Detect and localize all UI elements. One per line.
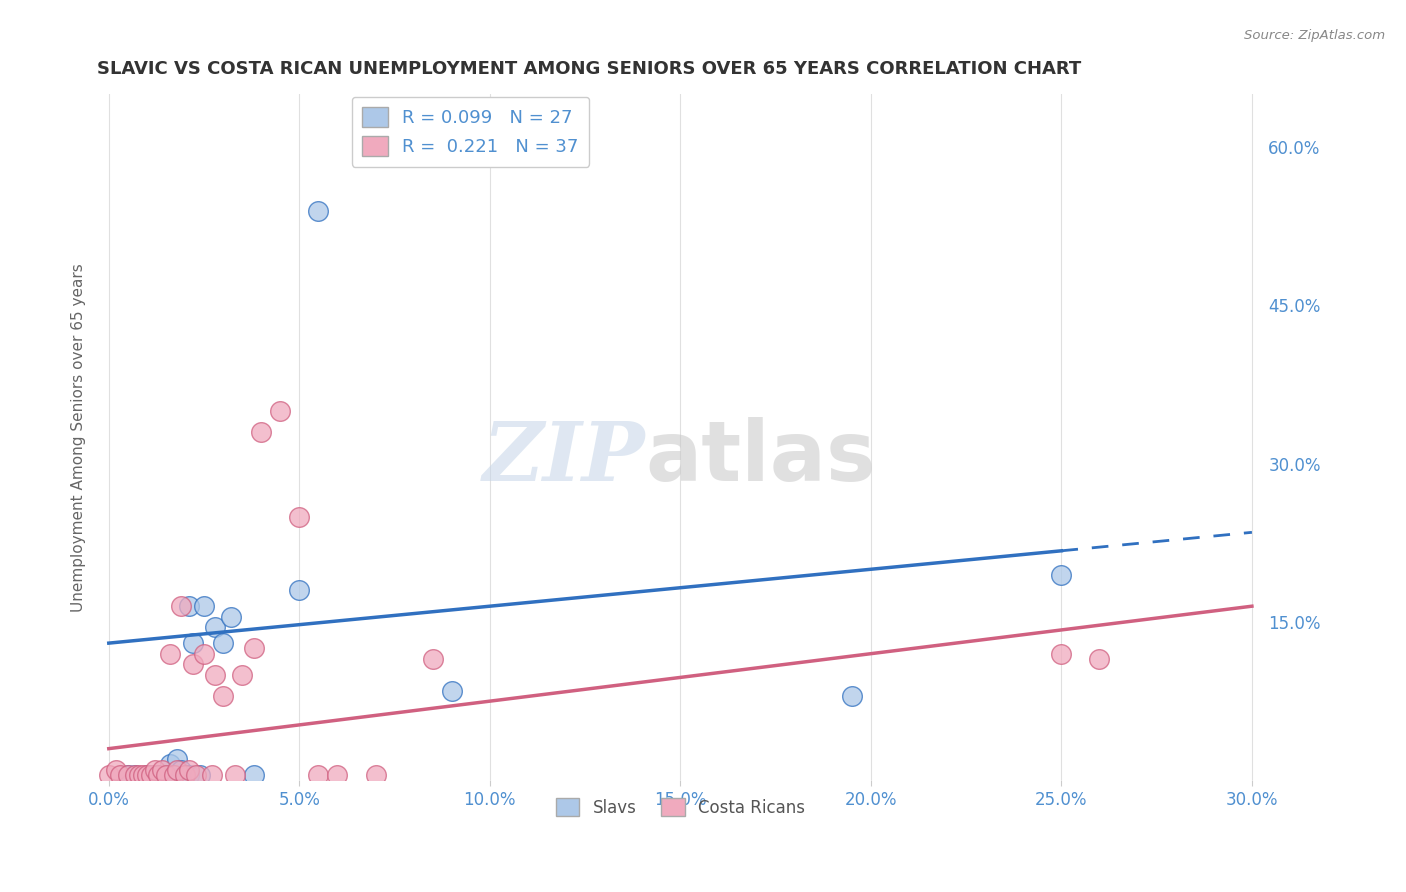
Point — [124, 768, 146, 782]
Point — [159, 647, 181, 661]
Point — [148, 768, 170, 782]
Point — [1050, 647, 1073, 661]
Point — [155, 768, 177, 782]
Point — [201, 768, 224, 782]
Text: ZIP: ZIP — [482, 418, 645, 498]
Point — [288, 509, 311, 524]
Point — [177, 599, 200, 614]
Point — [170, 763, 193, 777]
Point — [170, 599, 193, 614]
Point — [174, 768, 197, 782]
Point — [110, 768, 132, 782]
Point — [174, 768, 197, 782]
Point — [117, 768, 139, 782]
Point — [250, 425, 273, 439]
Point — [177, 763, 200, 777]
Text: atlas: atlas — [645, 417, 876, 499]
Text: SLAVIC VS COSTA RICAN UNEMPLOYMENT AMONG SENIORS OVER 65 YEARS CORRELATION CHART: SLAVIC VS COSTA RICAN UNEMPLOYMENT AMONG… — [97, 60, 1081, 78]
Point — [422, 652, 444, 666]
Point — [150, 768, 173, 782]
Point — [105, 763, 128, 777]
Point — [181, 636, 204, 650]
Point — [166, 763, 188, 777]
Point — [143, 763, 166, 777]
Point — [440, 683, 463, 698]
Point — [159, 768, 181, 782]
Point — [841, 689, 863, 703]
Point — [269, 404, 291, 418]
Point — [132, 768, 155, 782]
Point — [242, 768, 264, 782]
Point — [135, 768, 157, 782]
Point — [193, 647, 215, 661]
Point — [139, 768, 162, 782]
Point — [186, 768, 208, 782]
Point — [155, 768, 177, 782]
Point — [128, 768, 150, 782]
Point — [193, 599, 215, 614]
Point — [219, 609, 242, 624]
Point — [326, 768, 349, 782]
Point — [307, 768, 329, 782]
Point — [97, 768, 120, 782]
Point — [124, 768, 146, 782]
Point — [307, 203, 329, 218]
Point — [166, 752, 188, 766]
Point — [188, 768, 211, 782]
Point — [204, 620, 226, 634]
Point — [135, 768, 157, 782]
Point — [162, 768, 184, 782]
Point — [150, 763, 173, 777]
Point — [177, 768, 200, 782]
Point — [162, 768, 184, 782]
Text: Source: ZipAtlas.com: Source: ZipAtlas.com — [1244, 29, 1385, 42]
Point — [1050, 567, 1073, 582]
Point — [117, 768, 139, 782]
Point — [148, 768, 170, 782]
Point — [204, 667, 226, 681]
Point — [231, 667, 253, 681]
Point — [159, 757, 181, 772]
Point — [288, 583, 311, 598]
Legend: Slavs, Costa Ricans: Slavs, Costa Ricans — [550, 791, 811, 823]
Point — [224, 768, 246, 782]
Point — [242, 641, 264, 656]
Point — [212, 636, 235, 650]
Point — [181, 657, 204, 672]
Point — [364, 768, 387, 782]
Point — [1088, 652, 1111, 666]
Point — [143, 768, 166, 782]
Point — [212, 689, 235, 703]
Y-axis label: Unemployment Among Seniors over 65 years: Unemployment Among Seniors over 65 years — [72, 263, 86, 612]
